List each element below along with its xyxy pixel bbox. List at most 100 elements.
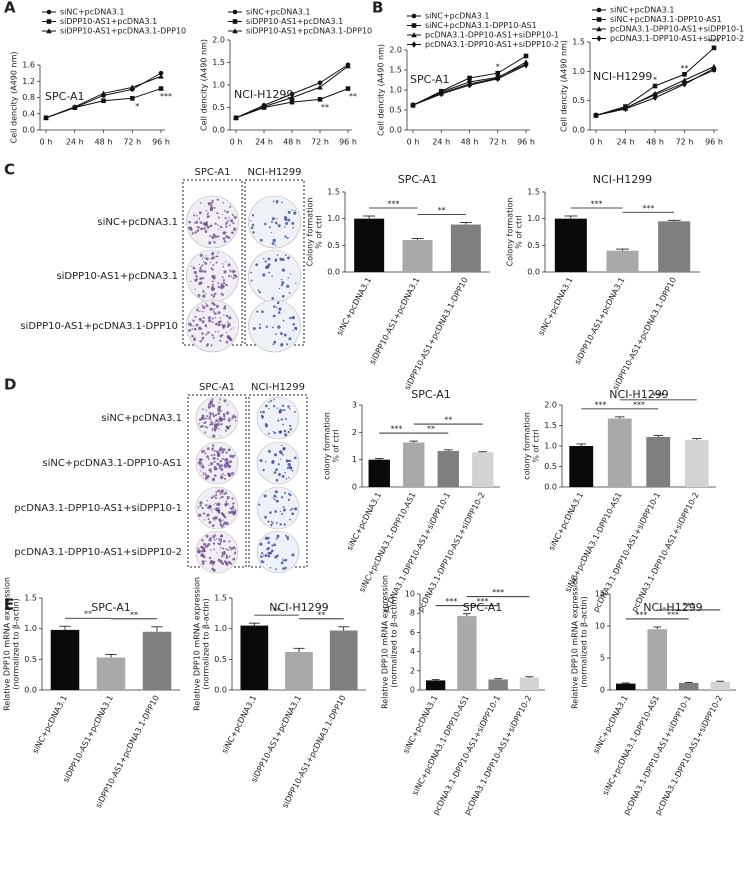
point — [46, 9, 52, 15]
legend-label: siDPP10-AS1+pcDNA3.1 — [246, 17, 343, 26]
colony — [209, 423, 212, 426]
colony — [282, 559, 285, 562]
point — [411, 13, 417, 19]
y-axis-label: % of ctrl — [315, 215, 324, 248]
annotation: ** — [681, 64, 689, 73]
y-tick-label: 8 — [410, 609, 415, 618]
colony — [226, 548, 229, 551]
colony — [216, 538, 218, 540]
colony — [227, 236, 231, 239]
colony — [267, 449, 271, 453]
colony — [198, 282, 202, 286]
colony — [208, 417, 212, 420]
colony — [223, 270, 227, 274]
annotation: *** — [492, 588, 504, 597]
colony — [284, 558, 288, 562]
bar — [450, 224, 481, 272]
colony — [288, 476, 290, 479]
point — [410, 101, 416, 109]
colony — [214, 496, 217, 499]
point — [158, 73, 164, 79]
colony — [202, 540, 204, 542]
point — [495, 75, 501, 83]
colony — [201, 304, 204, 307]
colony — [228, 546, 231, 549]
colony — [281, 404, 285, 407]
point — [593, 112, 599, 119]
colony — [272, 343, 275, 346]
colony — [199, 458, 202, 462]
colony — [285, 459, 289, 463]
colony — [191, 265, 193, 267]
colony — [289, 459, 292, 462]
colony — [231, 232, 234, 234]
x-tick-label: siNC+pcDNA3.1-DPP10-AS1 — [601, 694, 661, 797]
colony — [197, 226, 201, 229]
colony — [211, 405, 214, 408]
colony — [291, 315, 296, 320]
annotation: *** — [160, 92, 172, 101]
colony — [223, 240, 227, 243]
colony — [286, 284, 290, 288]
colony — [213, 538, 216, 541]
point — [411, 41, 417, 48]
colony — [201, 463, 204, 466]
bar — [607, 418, 632, 487]
colony — [214, 519, 216, 521]
colony — [198, 458, 200, 461]
y-tick-label: 0.0 — [214, 686, 227, 695]
colony — [211, 567, 215, 571]
colony — [211, 199, 214, 202]
colony — [208, 464, 210, 467]
colony — [291, 209, 294, 211]
chart-title: NCI-H1299 — [593, 70, 652, 83]
colony — [222, 413, 226, 416]
colony — [217, 235, 220, 238]
point — [71, 104, 78, 110]
colony — [212, 495, 215, 498]
colony — [219, 423, 222, 426]
row-label: pcDNA3.1-DPP10-AS1+siDPP10-2 — [14, 547, 182, 558]
colony — [261, 310, 264, 314]
point — [711, 45, 717, 51]
y-tick-label: 1.0 — [214, 624, 227, 633]
x-tick-label: 96 h — [152, 138, 170, 147]
colony — [198, 269, 202, 273]
legend-label: pcDNA3.1-DPP10-AS1+siDPP10-2 — [425, 40, 559, 49]
point — [43, 115, 49, 121]
y-tick-label: 0.0 — [527, 268, 540, 277]
colony — [212, 336, 215, 339]
colony — [277, 311, 281, 314]
colony — [215, 255, 218, 258]
colony — [288, 292, 291, 294]
point — [523, 53, 529, 59]
colony — [250, 226, 254, 230]
y-tick-label: 15 — [595, 590, 605, 599]
y-tick-label: 1.5 — [212, 58, 225, 67]
colony — [274, 490, 278, 494]
colony — [278, 307, 282, 311]
colony — [200, 470, 202, 472]
colony — [231, 417, 233, 420]
bar — [606, 250, 639, 272]
colony — [264, 536, 268, 540]
colony — [202, 316, 205, 319]
colony — [223, 306, 227, 310]
colony — [220, 410, 222, 412]
colony — [208, 402, 211, 406]
colony — [207, 316, 211, 320]
colony — [196, 308, 199, 312]
colony — [225, 500, 228, 503]
colony — [231, 415, 235, 419]
colony — [214, 534, 217, 537]
colony — [231, 213, 234, 216]
colony — [213, 474, 217, 477]
colony — [205, 534, 209, 538]
colony — [201, 548, 205, 553]
colony — [216, 552, 219, 554]
colony — [215, 261, 218, 264]
colony — [268, 271, 271, 274]
point — [317, 97, 323, 102]
y-tick-label: 6 — [410, 628, 415, 637]
y-tick-label: 1.0 — [212, 81, 225, 90]
